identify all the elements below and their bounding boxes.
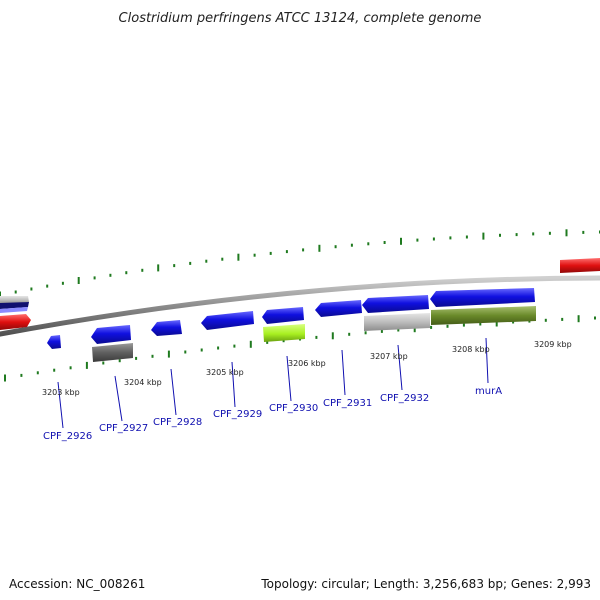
accession-text: Accession: NC_008261 <box>9 577 146 591</box>
map-title: Clostridium perfringens ATCC 13124, comp… <box>119 11 482 26</box>
scale-label: 3204 kbp <box>124 378 162 387</box>
cds-feature-cpf-2930-lime[interactable] <box>263 324 305 342</box>
scale-label: 3206 kbp <box>288 359 326 368</box>
cds-feature-left-red[interactable] <box>0 314 31 330</box>
cds-feature-mura-olive[interactable] <box>431 306 536 325</box>
scale-label-group: 3203 kbp 3204 kbp 3205 kbp 3206 kbp 3207… <box>42 340 572 397</box>
scale-label: 3209 kbp <box>534 340 572 349</box>
gene-label-cpf-2928[interactable]: CPF_2928 <box>153 417 202 428</box>
scale-label: 3207 kbp <box>370 352 408 361</box>
cds-feature-mura[interactable] <box>430 288 535 307</box>
gene-label-cpf-2926[interactable]: CPF_2926 <box>43 431 92 442</box>
scale-label: 3205 kbp <box>206 368 244 377</box>
gene-label-mura[interactable]: murA <box>475 386 502 397</box>
gene-label-group: CPF_2926 CPF_2927 CPF_2928 CPF_2929 CPF_… <box>43 386 502 442</box>
gene-pointer-lines <box>57 337 489 429</box>
gene-label-cpf-2927[interactable]: CPF_2927 <box>99 423 148 434</box>
gene-label-cpf-2930[interactable]: CPF_2930 <box>269 403 318 414</box>
scale-label: 3208 kbp <box>452 345 490 354</box>
outer-tick-track <box>0 229 600 299</box>
cds-feature-left-navy[interactable] <box>0 302 29 309</box>
cds-feature-cpf-2932-gray[interactable] <box>364 313 430 331</box>
cds-feature-cpf-2926[interactable] <box>47 335 61 349</box>
genome-backbone <box>0 275 600 337</box>
cds-feature-cpf-2930[interactable] <box>262 307 304 324</box>
cds-feature-cpf-2931[interactable] <box>315 300 362 317</box>
gene-label-cpf-2932[interactable]: CPF_2932 <box>380 393 429 404</box>
cds-feature-cpf-2932[interactable] <box>362 295 429 313</box>
cds-feature-cpf-2927[interactable] <box>91 325 131 344</box>
genome-summary-text: Topology: circular; Length: 3,256,683 bp… <box>261 577 591 591</box>
cds-feature-cpf-2929[interactable] <box>201 311 254 330</box>
scale-label: 3203 kbp <box>42 388 80 397</box>
cds-feature-cpf-2928[interactable] <box>151 320 182 336</box>
cds-feature-left-gray[interactable] <box>0 296 29 304</box>
gene-label-cpf-2929[interactable]: CPF_2929 <box>213 409 262 420</box>
cds-feature-cpf-2927-gray[interactable] <box>92 343 133 362</box>
gene-label-cpf-2931[interactable]: CPF_2931 <box>323 398 372 409</box>
cds-feature-left-purple[interactable] <box>0 307 28 313</box>
feature-track <box>0 258 600 362</box>
cds-feature-right-red[interactable] <box>560 258 600 273</box>
